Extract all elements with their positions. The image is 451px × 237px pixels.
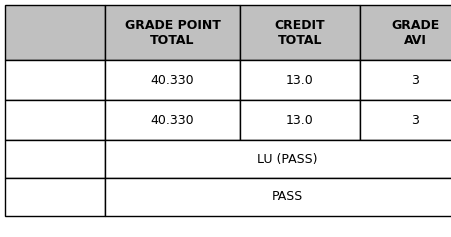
Bar <box>105 5 240 60</box>
Bar <box>5 100 105 140</box>
Bar <box>105 140 451 178</box>
Bar <box>360 60 451 100</box>
Bar <box>5 140 105 178</box>
Text: PASS: PASS <box>272 191 303 204</box>
Text: GRADE
AVI: GRADE AVI <box>391 18 439 46</box>
Bar <box>360 5 451 60</box>
Bar <box>360 100 451 140</box>
Bar <box>105 178 451 216</box>
Bar <box>5 60 105 100</box>
Bar <box>105 60 240 100</box>
Text: 40.330: 40.330 <box>151 114 194 127</box>
Bar <box>240 100 360 140</box>
Bar <box>5 5 105 60</box>
Text: 3: 3 <box>411 114 419 127</box>
Text: 13.0: 13.0 <box>286 73 314 87</box>
Text: 3: 3 <box>411 73 419 87</box>
Bar <box>240 60 360 100</box>
Text: LU (PASS): LU (PASS) <box>257 152 318 165</box>
Text: GRADE POINT
TOTAL: GRADE POINT TOTAL <box>124 18 221 46</box>
Text: CREDIT
TOTAL: CREDIT TOTAL <box>275 18 325 46</box>
Bar <box>105 100 240 140</box>
Bar <box>5 178 105 216</box>
Text: 13.0: 13.0 <box>286 114 314 127</box>
Bar <box>240 5 360 60</box>
Text: 40.330: 40.330 <box>151 73 194 87</box>
